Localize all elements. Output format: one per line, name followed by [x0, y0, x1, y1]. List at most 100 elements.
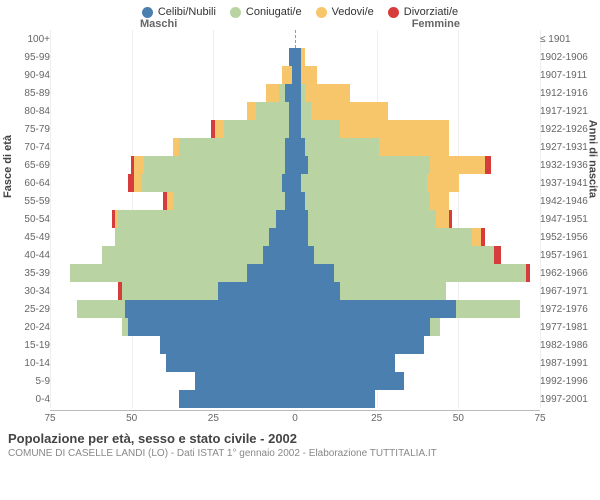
bar-zone [54, 29, 536, 49]
segment [179, 138, 285, 156]
age-label: 60-64 [0, 178, 54, 189]
segment [282, 66, 292, 84]
age-label: 35-39 [0, 268, 54, 279]
segment [494, 246, 500, 264]
pyramid-row: 55-591942-1946 [0, 192, 600, 210]
age-label: 80-84 [0, 106, 54, 117]
pyramid-row: 10-141987-1991 [0, 354, 600, 372]
segment [301, 102, 311, 120]
male-bar [54, 282, 295, 300]
segment [301, 120, 340, 138]
segment [276, 210, 295, 228]
segment [305, 192, 430, 210]
segment [485, 156, 491, 174]
legend-label: Coniugati/e [246, 6, 302, 18]
x-axis: 7550250255075 [50, 410, 540, 425]
cohort-label: 1932-1936 [536, 160, 600, 171]
x-tick: 50 [126, 413, 137, 424]
female-bar [295, 318, 536, 336]
segment [173, 192, 285, 210]
bar-zone [54, 191, 536, 211]
cohort-label: 1907-1911 [536, 70, 600, 81]
legend-label: Vedovi/e [332, 6, 374, 18]
legend-label: Celibi/Nubili [158, 6, 216, 18]
cohort-label: 1952-1956 [536, 232, 600, 243]
x-tick: 75 [44, 413, 55, 424]
segment [295, 246, 314, 264]
age-label: 45-49 [0, 232, 54, 243]
cohort-label: 1947-1951 [536, 214, 600, 225]
segment [430, 192, 449, 210]
segment [122, 282, 218, 300]
segment [430, 156, 485, 174]
bar-zone [54, 209, 536, 229]
segment [295, 318, 430, 336]
female-bar [295, 372, 536, 390]
age-label: 0-4 [0, 394, 54, 405]
pyramid-row: 25-291972-1976 [0, 300, 600, 318]
female-bar [295, 228, 536, 246]
segment [481, 228, 484, 246]
male-bar [54, 138, 295, 156]
chart-footer: Popolazione per età, sesso e stato civil… [0, 425, 600, 459]
segment [308, 210, 437, 228]
bar-zone [54, 65, 536, 85]
cohort-label: 1922-1926 [536, 124, 600, 135]
bar-zone [54, 83, 536, 103]
segment [526, 264, 529, 282]
segment [308, 228, 472, 246]
age-label: 10-14 [0, 358, 54, 369]
bar-zone [54, 173, 536, 193]
age-label: 70-74 [0, 142, 54, 153]
segment [301, 174, 426, 192]
pyramid-row: 0-4 1997-2001 [0, 390, 600, 408]
cohort-label: 1917-1921 [536, 106, 600, 117]
pyramid-row: 15-191982-1986 [0, 336, 600, 354]
age-label: 85-89 [0, 88, 54, 99]
cohort-label: 1982-1986 [536, 340, 600, 351]
cohort-label: 1992-1996 [536, 376, 600, 387]
segment [295, 372, 404, 390]
female-bar [295, 300, 536, 318]
segment [128, 318, 295, 336]
segment [195, 372, 295, 390]
female-bar [295, 156, 536, 174]
segment [179, 390, 295, 408]
bar-zone [54, 119, 536, 139]
segment [449, 210, 452, 228]
segment [266, 84, 279, 102]
segment [102, 246, 263, 264]
male-bar [54, 174, 295, 192]
male-bar [54, 336, 295, 354]
cohort-label: 1997-2001 [536, 394, 600, 405]
female-bar [295, 30, 536, 48]
segment [456, 300, 520, 318]
segment [295, 156, 308, 174]
segment [285, 192, 295, 210]
segment [305, 138, 379, 156]
age-label: 50-54 [0, 214, 54, 225]
legend-item: Coniugati/e [230, 6, 302, 18]
segment [247, 102, 257, 120]
x-tick: 75 [534, 413, 545, 424]
male-bar [54, 192, 295, 210]
segment [285, 138, 295, 156]
male-bar [54, 372, 295, 390]
legend: Celibi/NubiliConiugati/eVedovi/eDivorzia… [0, 0, 600, 18]
segment [334, 264, 527, 282]
segment [70, 264, 247, 282]
x-tick: 25 [208, 413, 219, 424]
age-label: 75-79 [0, 124, 54, 135]
age-label: 90-94 [0, 70, 54, 81]
male-bar [54, 246, 295, 264]
pyramid-row: 5-91992-1996 [0, 372, 600, 390]
male-bar [54, 390, 295, 408]
pyramid-row: 50-54 1947-1951 [0, 210, 600, 228]
segment [295, 354, 395, 372]
segment [115, 228, 269, 246]
segment [472, 228, 482, 246]
segment [166, 354, 295, 372]
female-bar [295, 192, 536, 210]
segment [314, 246, 494, 264]
male-bar [54, 84, 295, 102]
